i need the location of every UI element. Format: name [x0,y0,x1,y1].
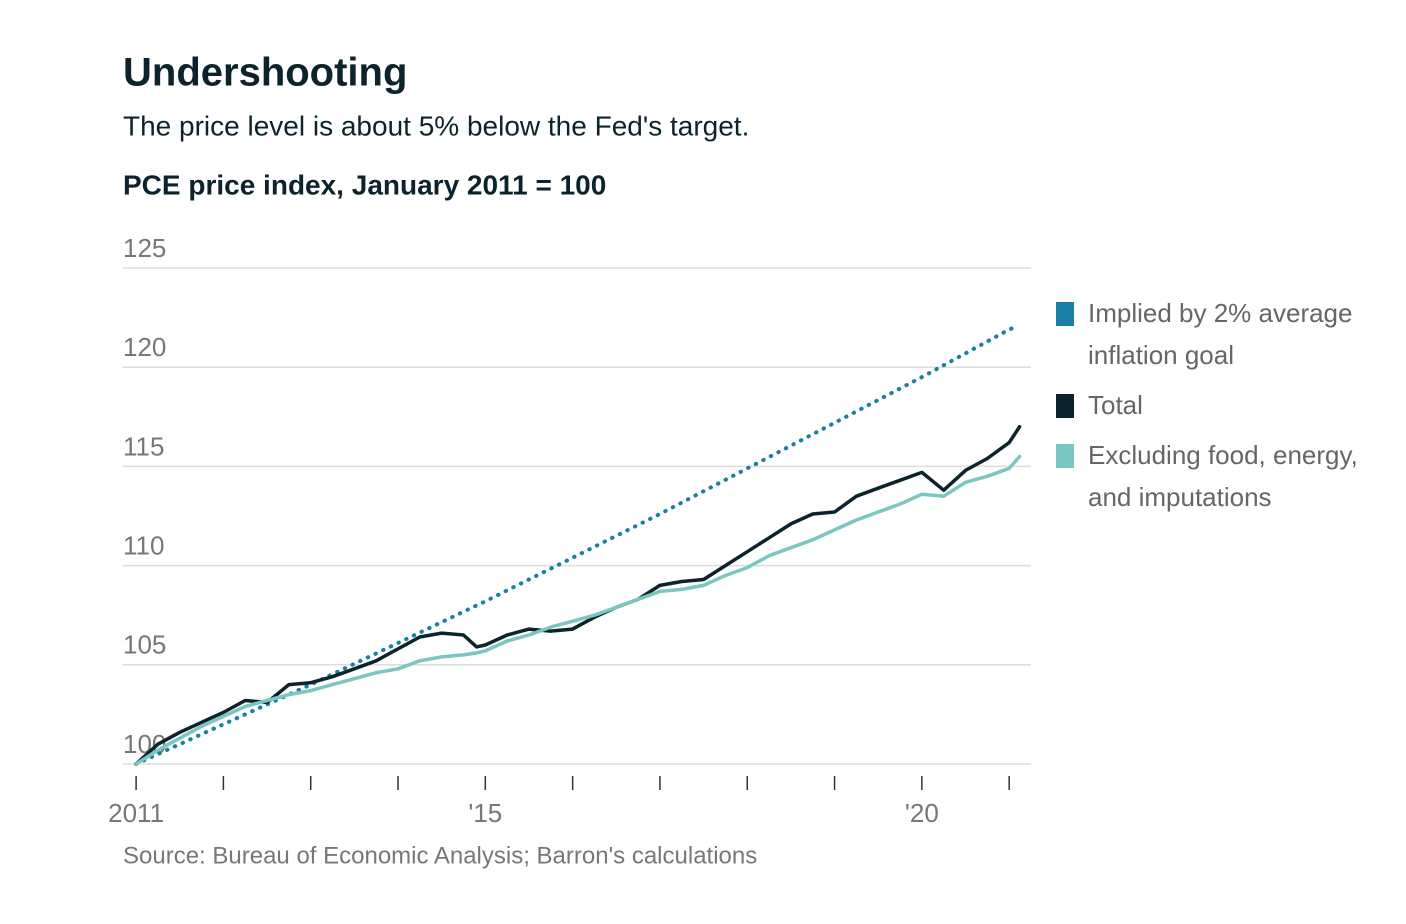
y-tick-label: 110 [123,530,164,560]
legend-item: Implied by 2% average inflation goal [1056,292,1396,376]
legend-label: Implied by 2% average inflation goal [1088,298,1353,370]
legend-label: Total [1088,390,1143,420]
series-line [134,454,1022,766]
legend: Implied by 2% average inflation goal Tota… [1056,292,1396,526]
x-tick-label: '15 [468,798,502,828]
y-tick-label: 105 [123,630,166,660]
legend-swatch [1056,302,1074,326]
legend-swatch [1056,444,1074,468]
legend-label: Excluding food, energy, and imputations [1088,440,1358,512]
legend-swatch [1056,394,1074,418]
chart-title: Undershooting [123,51,407,95]
x-tick-label: 2011 [108,798,164,828]
y-axis-label: PCE price index, January 2011 = 100 [123,169,606,200]
x-tick-label: '20 [905,798,939,828]
legend-item: Excluding food, energy, and imputations [1056,434,1396,518]
source: Source: Bureau of Economic Analysis; Bar… [123,842,757,869]
y-tick-label: 115 [123,431,164,461]
chart-subtitle: The price level is about 5% below the Fe… [123,110,749,141]
target-line [134,325,1017,766]
y-tick-label: 125 [123,233,166,263]
legend-item: Total [1056,384,1396,426]
series-line [134,424,1022,766]
y-tick-label: 120 [123,332,166,362]
